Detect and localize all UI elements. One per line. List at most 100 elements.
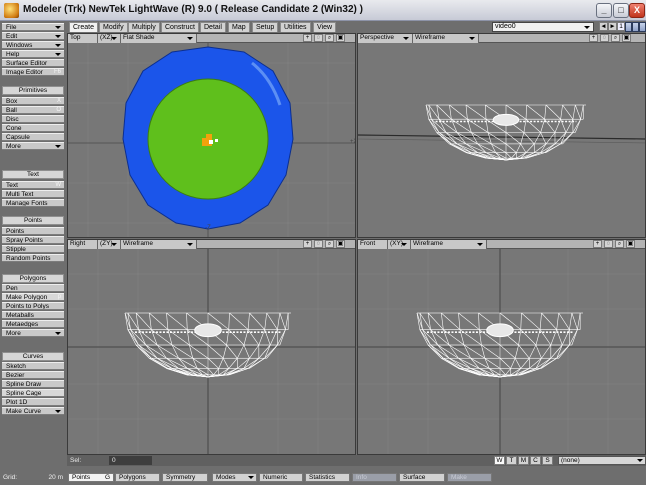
- image-editor-button[interactable]: Image Editor F6: [2, 68, 64, 76]
- top-viewport-render-mode[interactable]: Flat Shade: [121, 34, 197, 43]
- front-viewport-render-mode[interactable]: Wireframe: [411, 240, 487, 249]
- top-viewport-axis-select[interactable]: (XZ): [98, 34, 121, 43]
- modes-menu[interactable]: Modes: [212, 473, 257, 482]
- plot-1d-button[interactable]: Plot 1D: [2, 398, 64, 406]
- spray-points-button[interactable]: Spray Points: [2, 236, 64, 244]
- capsule-button[interactable]: Capsule: [2, 133, 64, 141]
- maximize-view-icon[interactable]: ▣: [626, 240, 635, 248]
- edit-menu[interactable]: Edit: [2, 32, 64, 40]
- rotate-view-icon[interactable]: ◌: [604, 240, 613, 248]
- front-viewport-name[interactable]: Front: [358, 240, 388, 249]
- zoom-view-icon[interactable]: ⌕: [615, 240, 624, 248]
- select-mode-s[interactable]: S: [542, 456, 553, 465]
- tab-construct[interactable]: Construct: [161, 22, 199, 32]
- select-mode-w[interactable]: W: [494, 456, 505, 465]
- layer-4-button[interactable]: [639, 22, 646, 32]
- layer-prev-button[interactable]: ◄: [599, 22, 608, 31]
- metaedges-button[interactable]: Metaedges: [2, 320, 64, 328]
- disc-button[interactable]: Disc: [2, 115, 64, 123]
- help-menu[interactable]: Help: [2, 50, 64, 58]
- right-viewport-axis-select[interactable]: (ZY): [98, 240, 121, 249]
- tab-detail[interactable]: Detail: [200, 22, 226, 32]
- select-mode-c[interactable]: C: [530, 456, 541, 465]
- surface-select[interactable]: (none): [558, 456, 646, 465]
- maximize-button[interactable]: □: [613, 3, 629, 18]
- spline-draw-button[interactable]: Spline Draw: [2, 380, 64, 388]
- rotate-view-icon[interactable]: ◌: [314, 240, 323, 248]
- right-viewport[interactable]: Right (ZY) Wireframe + ◌ ⌕ ▣: [67, 239, 356, 455]
- maximize-view-icon[interactable]: ▣: [336, 240, 345, 248]
- numeric-button[interactable]: Numeric: [259, 473, 303, 482]
- zoom-view-icon[interactable]: ⌕: [325, 240, 334, 248]
- tab-map[interactable]: Map: [228, 22, 250, 32]
- spline-cage-button[interactable]: Spline Cage: [2, 389, 64, 397]
- minimize-button[interactable]: _: [596, 3, 612, 18]
- info-button[interactable]: Info: [352, 473, 397, 482]
- maximize-view-icon[interactable]: ▣: [622, 34, 631, 42]
- ball-button[interactable]: Ball O: [2, 106, 64, 114]
- tab-create[interactable]: Create: [69, 22, 99, 32]
- manage-fonts-button[interactable]: Manage Fonts: [2, 199, 64, 207]
- points-mode-button[interactable]: Points G: [68, 473, 114, 482]
- stipple-button[interactable]: Stipple: [2, 245, 64, 253]
- surface-editor-button[interactable]: Surface Editor: [2, 59, 64, 67]
- layer-next-button[interactable]: ►: [608, 22, 617, 31]
- perspective-viewport[interactable]: Perspective Wireframe + ◌ ⌕ ▣: [357, 33, 646, 238]
- tab-utilities[interactable]: Utilities: [280, 22, 311, 32]
- windows-menu[interactable]: Windows: [2, 41, 64, 49]
- rotate-view-icon[interactable]: ◌: [600, 34, 609, 42]
- make-curve-menu[interactable]: Make Curve: [2, 407, 64, 415]
- right-viewport-name[interactable]: Right: [68, 240, 98, 249]
- move-view-icon[interactable]: +: [589, 34, 598, 42]
- right-viewport-render-mode[interactable]: Wireframe: [121, 240, 197, 249]
- statistics-button[interactable]: Statistics: [305, 473, 350, 482]
- selection-label: Sel:: [70, 457, 82, 464]
- symmetry-button[interactable]: Symmetry: [162, 473, 208, 482]
- object-select[interactable]: video0: [492, 22, 594, 32]
- zoom-view-icon[interactable]: ⌕: [611, 34, 620, 42]
- make-button[interactable]: Make: [447, 473, 492, 482]
- tab-setup[interactable]: Setup: [252, 22, 279, 32]
- text-button[interactable]: Text W: [2, 181, 64, 189]
- perspective-viewport-render-mode[interactable]: Wireframe: [413, 34, 479, 43]
- box-button[interactable]: Box X: [2, 97, 64, 105]
- layer-2-button[interactable]: [625, 22, 632, 32]
- close-button[interactable]: X: [629, 3, 645, 18]
- polygons-mode-button[interactable]: Polygons: [115, 473, 160, 482]
- polygons-more-menu[interactable]: More: [2, 329, 64, 337]
- grid-label: Grid:: [3, 474, 18, 481]
- tab-view[interactable]: View: [313, 22, 337, 32]
- move-view-icon[interactable]: +: [303, 240, 312, 248]
- tab-multiply[interactable]: Multiply: [128, 22, 160, 32]
- top-viewport[interactable]: Top (XZ) Flat Shade + ◌ ⌕ ▣ -Z: [67, 33, 356, 238]
- layer-3-button[interactable]: [632, 22, 639, 32]
- top-viewport-name[interactable]: Top: [68, 34, 98, 43]
- perspective-viewport-name[interactable]: Perspective: [358, 34, 413, 43]
- cone-button[interactable]: Cone: [2, 124, 64, 132]
- svg-text:+X: +X: [350, 139, 356, 145]
- front-viewport-axis-select[interactable]: (XY): [388, 240, 411, 249]
- tab-modify[interactable]: Modify: [99, 22, 128, 32]
- primitives-more-menu[interactable]: More: [2, 142, 64, 150]
- metaballs-button[interactable]: Metaballs: [2, 311, 64, 319]
- surface-button[interactable]: Surface: [399, 473, 445, 482]
- zoom-view-icon[interactable]: ⌕: [325, 34, 334, 42]
- sketch-button[interactable]: Sketch: [2, 362, 64, 370]
- select-mode-m[interactable]: M: [518, 456, 529, 465]
- front-viewport[interactable]: Front (XY) Wireframe + ◌ ⌕ ▣: [357, 239, 646, 455]
- points-to-polys-button[interactable]: Points to Polys: [2, 302, 64, 310]
- move-view-icon[interactable]: +: [303, 34, 312, 42]
- select-mode-t[interactable]: T: [506, 456, 517, 465]
- points-button[interactable]: Points: [2, 227, 64, 235]
- rotate-view-icon[interactable]: ◌: [314, 34, 323, 42]
- bezier-button[interactable]: Bezier: [2, 371, 64, 379]
- file-menu[interactable]: File: [2, 23, 64, 31]
- move-view-icon[interactable]: +: [593, 240, 602, 248]
- make-polygon-button[interactable]: Make Polygon p: [2, 293, 64, 301]
- layer-1-button[interactable]: 1: [617, 22, 625, 31]
- multi-text-button[interactable]: Multi Text: [2, 190, 64, 198]
- random-points-button[interactable]: Random Points: [2, 254, 64, 262]
- pen-button[interactable]: Pen: [2, 284, 64, 292]
- maximize-view-icon[interactable]: ▣: [336, 34, 345, 42]
- object-center-marker: [202, 134, 218, 146]
